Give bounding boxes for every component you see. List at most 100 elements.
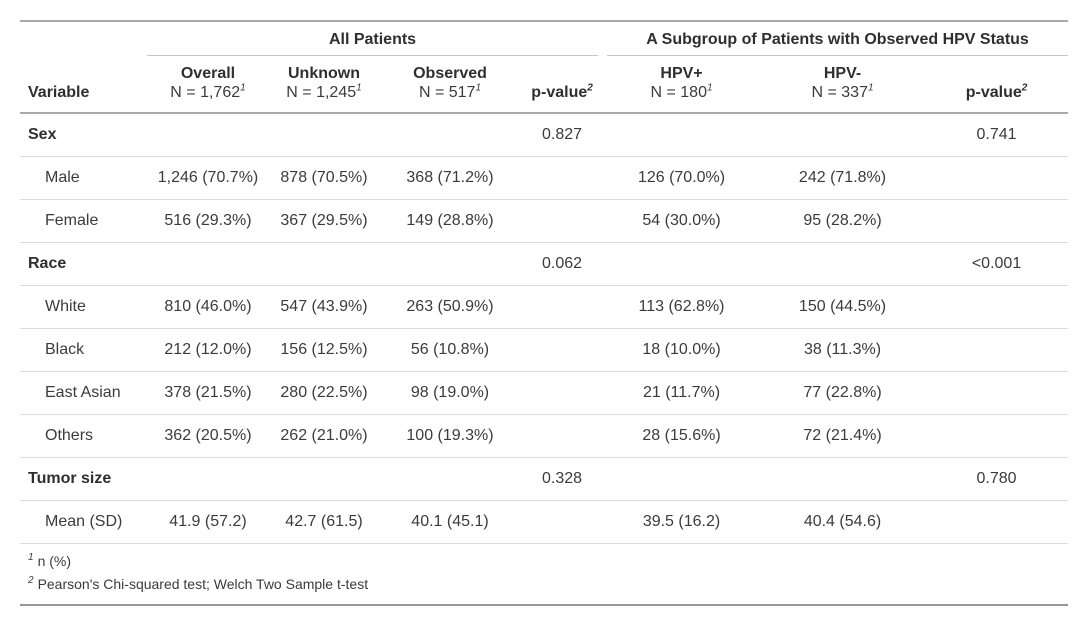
table-cell: 810 (46.0%) bbox=[147, 285, 269, 329]
spanner-row: All Patients A Subgroup of Patients with… bbox=[20, 21, 1069, 56]
row-label: Tumor size bbox=[20, 457, 147, 501]
table-cell: 54 (30.0%) bbox=[603, 199, 761, 243]
table-cell: 77 (22.8%) bbox=[760, 371, 926, 415]
table-cell bbox=[925, 156, 1069, 200]
table-cell: 150 (44.5%) bbox=[760, 285, 926, 329]
table-cell: 21 (11.7%) bbox=[603, 371, 761, 415]
row-label: Male bbox=[20, 156, 147, 200]
table-row-mean-sd: Mean (SD) 41.9 (57.2) 42.7 (61.5) 40.1 (… bbox=[20, 500, 1069, 544]
row-label: Race bbox=[20, 242, 147, 286]
table-row-sex: Sex 0.827 0.741 bbox=[20, 113, 1069, 157]
footnote-mark: 2 bbox=[1021, 82, 1028, 94]
table-cell bbox=[603, 457, 761, 501]
table-cell: 262 (21.0%) bbox=[269, 414, 379, 458]
row-label: Mean (SD) bbox=[20, 500, 147, 544]
footnote-mark: 1 bbox=[706, 82, 713, 94]
column-header-pvalue-right: p-value2 bbox=[925, 56, 1069, 114]
table-cell: 56 (10.8%) bbox=[379, 328, 521, 372]
table-cell: 149 (28.8%) bbox=[379, 199, 521, 243]
table-cell bbox=[925, 371, 1069, 415]
table-cell bbox=[925, 199, 1069, 243]
table-body: Sex 0.827 0.741 Male 1,246 (70.7%) 878 (… bbox=[20, 113, 1069, 544]
table-cell: 378 (21.5%) bbox=[147, 371, 269, 415]
table-cell: 368 (71.2%) bbox=[379, 156, 521, 200]
table-row-female: Female 516 (29.3%) 367 (29.5%) 149 (28.8… bbox=[20, 199, 1069, 243]
table-cell: 367 (29.5%) bbox=[269, 199, 379, 243]
column-header-row: Variable Overall N = 1,7621 Unknown N = … bbox=[20, 56, 1069, 114]
footnote-text: n (%) bbox=[37, 553, 72, 569]
spanner-empty-cell bbox=[20, 21, 147, 56]
row-label: Others bbox=[20, 414, 147, 458]
table-cell: 263 (50.9%) bbox=[379, 285, 521, 329]
column-header-hpv-positive: HPV+ N = 1801 bbox=[603, 56, 761, 114]
table-cell bbox=[147, 113, 269, 157]
table-cell bbox=[269, 113, 379, 157]
table-cell: 72 (21.4%) bbox=[760, 414, 926, 458]
table-cell: 40.4 (54.6) bbox=[760, 500, 926, 544]
table-cell bbox=[269, 242, 379, 286]
footnote-2: 2 Pearson's Chi-squared test; Welch Two S… bbox=[28, 573, 1060, 596]
table-cell: 280 (22.5%) bbox=[269, 371, 379, 415]
footnote-mark: 1 bbox=[28, 552, 34, 564]
row-label: Black bbox=[20, 328, 147, 372]
column-header-observed: Observed N = 5171 bbox=[379, 56, 521, 114]
table-cell: 362 (20.5%) bbox=[147, 414, 269, 458]
table-cell: 156 (12.5%) bbox=[269, 328, 379, 372]
table-row-others: Others 362 (20.5%) 262 (21.0%) 100 (19.3… bbox=[20, 414, 1069, 458]
table-cell bbox=[521, 328, 604, 372]
table-row-white: White 810 (46.0%) 547 (43.9%) 263 (50.9%… bbox=[20, 285, 1069, 329]
table-cell bbox=[925, 328, 1069, 372]
table-cell: 95 (28.2%) bbox=[760, 199, 926, 243]
row-label: Sex bbox=[20, 113, 147, 157]
table-cell bbox=[147, 242, 269, 286]
column-header-pvalue-left: p-value2 bbox=[521, 56, 604, 114]
spanner-all-patients: All Patients bbox=[147, 21, 603, 56]
table-cell bbox=[521, 500, 604, 544]
table-cell bbox=[925, 285, 1069, 329]
table-row-race: Race 0.062 <0.001 bbox=[20, 242, 1069, 286]
table-cell: 0.062 bbox=[521, 242, 604, 286]
table-cell: 516 (29.3%) bbox=[147, 199, 269, 243]
table-cell: 41.9 (57.2) bbox=[147, 500, 269, 544]
footnote-mark: 2 bbox=[587, 82, 593, 94]
table-cell: <0.001 bbox=[925, 242, 1069, 286]
table-cell bbox=[521, 371, 604, 415]
table-cell: 126 (70.0%) bbox=[603, 156, 761, 200]
row-label: East Asian bbox=[20, 371, 147, 415]
table-cell bbox=[379, 457, 521, 501]
table-cell bbox=[147, 457, 269, 501]
table-cell: 242 (71.8%) bbox=[760, 156, 926, 200]
footnote-mark: 1 bbox=[475, 82, 482, 94]
spanner-all-patients-label: All Patients bbox=[147, 22, 599, 56]
table-cell: 0.328 bbox=[521, 457, 604, 501]
spanner-hpv-subgroup-label: A Subgroup of Patients with Observed HPV… bbox=[607, 22, 1069, 56]
table-cell: 212 (12.0%) bbox=[147, 328, 269, 372]
table-cell bbox=[379, 242, 521, 286]
table-cell bbox=[603, 242, 761, 286]
table-cell: 0.741 bbox=[925, 113, 1069, 157]
summary-table: All Patients A Subgroup of Patients with… bbox=[20, 20, 1069, 606]
table-cell: 28 (15.6%) bbox=[603, 414, 761, 458]
row-label: Female bbox=[20, 199, 147, 243]
table-cell bbox=[760, 457, 926, 501]
table-row-tumor-size: Tumor size 0.328 0.780 bbox=[20, 457, 1069, 501]
table-header: All Patients A Subgroup of Patients with… bbox=[20, 21, 1069, 114]
table-cell: 38 (11.3%) bbox=[760, 328, 926, 372]
spanner-hpv-subgroup: A Subgroup of Patients with Observed HPV… bbox=[603, 21, 1069, 56]
table-row-east-asian: East Asian 378 (21.5%) 280 (22.5%) 98 (1… bbox=[20, 371, 1069, 415]
table-cell bbox=[925, 500, 1069, 544]
footnote-mark: 1 bbox=[240, 82, 246, 94]
row-label: White bbox=[20, 285, 147, 329]
table-cell bbox=[521, 414, 604, 458]
table-cell bbox=[760, 242, 926, 286]
table-cell: 100 (19.3%) bbox=[379, 414, 521, 458]
table-cell: 18 (10.0%) bbox=[603, 328, 761, 372]
table-cell: 0.827 bbox=[521, 113, 604, 157]
table-cell: 878 (70.5%) bbox=[269, 156, 379, 200]
table-cell: 40.1 (45.1) bbox=[379, 500, 521, 544]
table-cell: 1,246 (70.7%) bbox=[147, 156, 269, 200]
table-cell bbox=[925, 414, 1069, 458]
